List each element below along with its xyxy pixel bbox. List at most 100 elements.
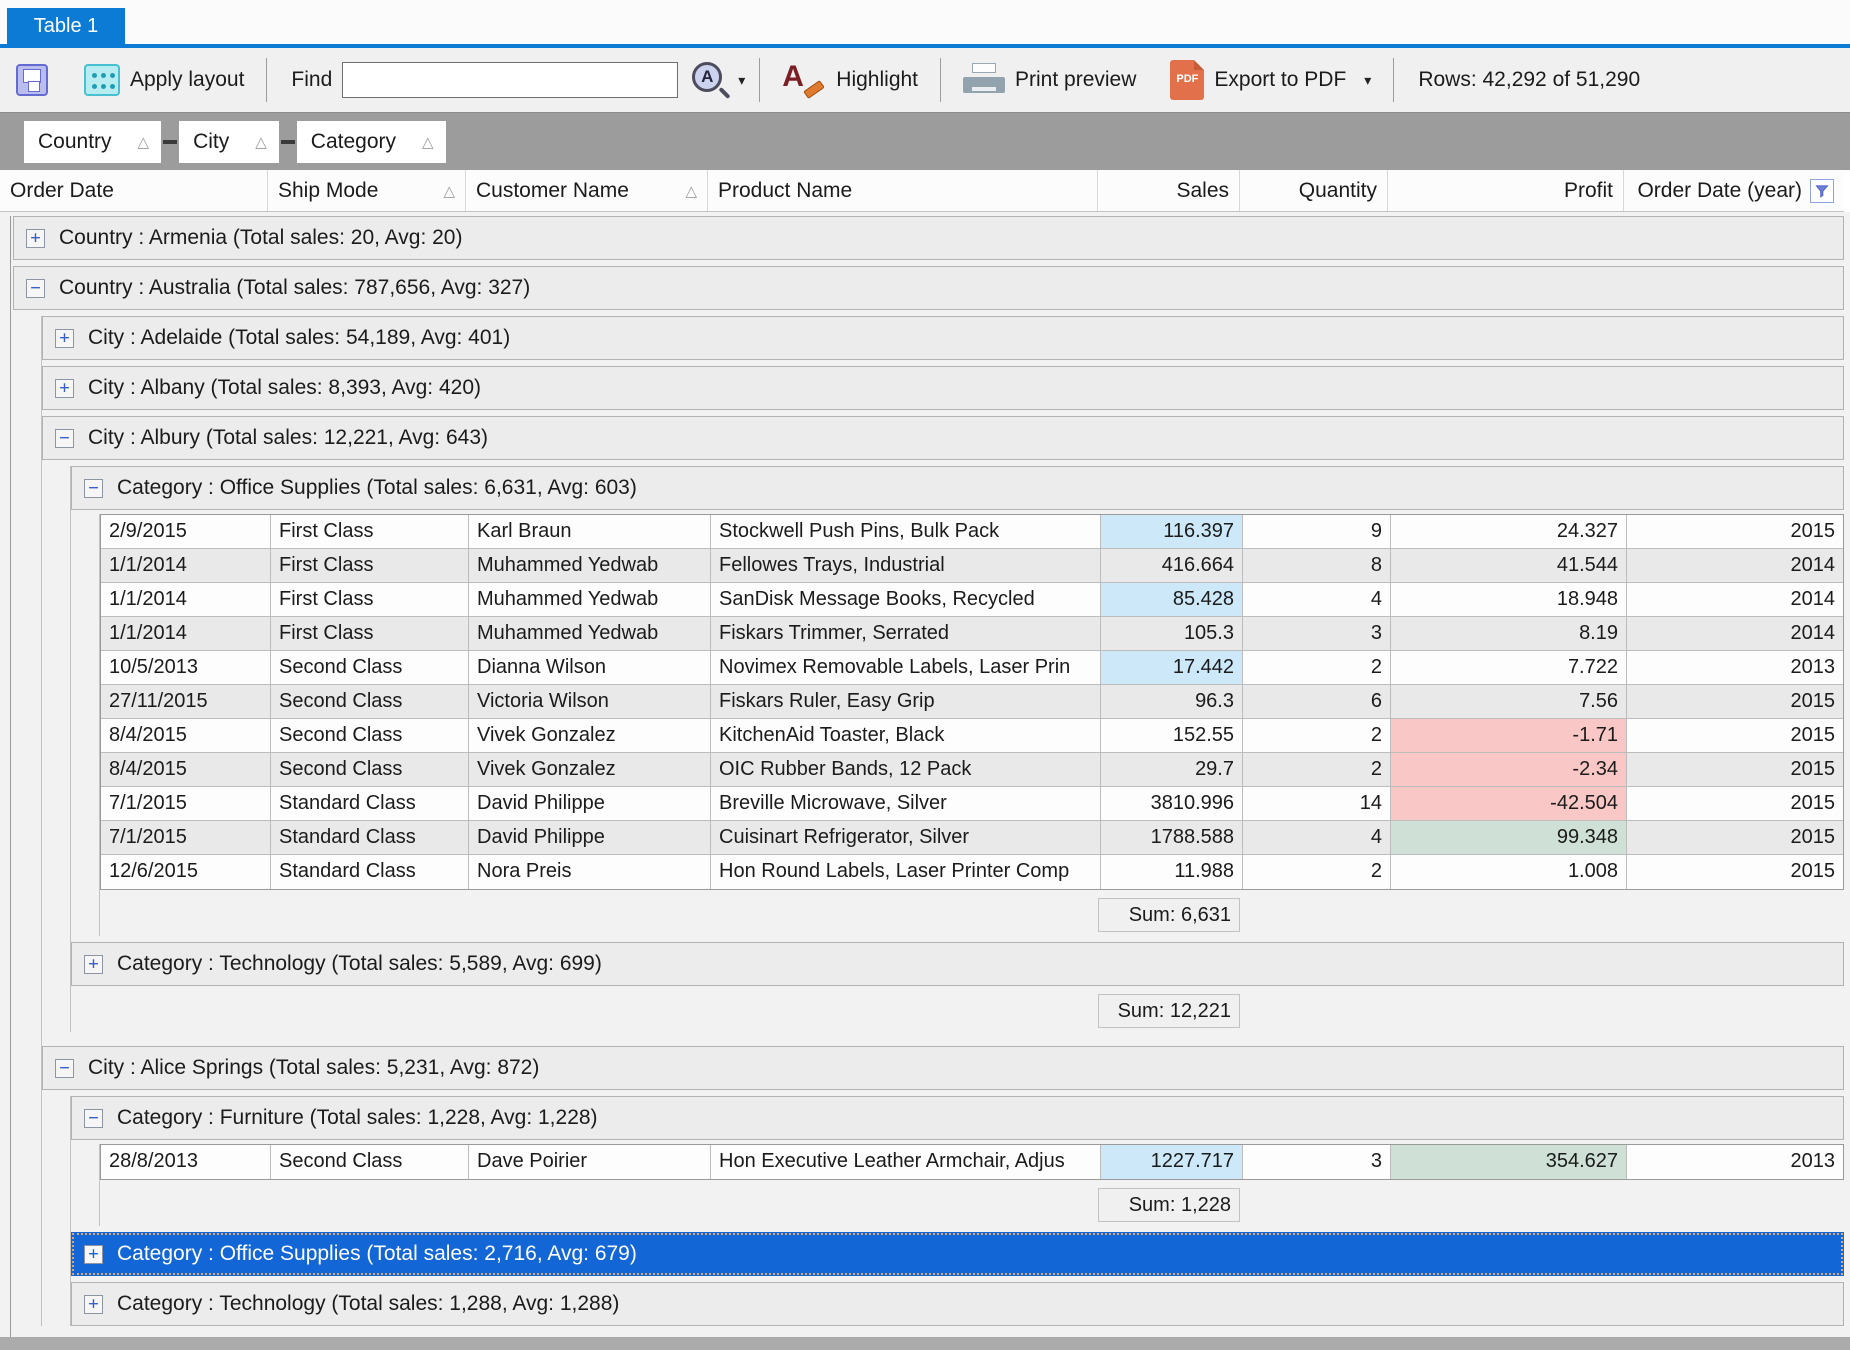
column-header-qty[interactable]: Quantity <box>1240 170 1388 211</box>
group-children: City : Adelaide (Total sales: 54,189, Av… <box>41 316 1844 1326</box>
groupby-chip-category[interactable]: Category △ <box>296 120 446 163</box>
sum-badge: Sum: 1,228 <box>1098 1188 1240 1222</box>
group-row[interactable]: Country : Armenia (Total sales: 20, Avg:… <box>13 216 1844 260</box>
expand-icon[interactable] <box>26 228 45 248</box>
expand-icon[interactable] <box>55 378 74 398</box>
group-row[interactable]: Category : Technology (Total sales: 1,28… <box>71 1282 1844 1326</box>
collapse-icon[interactable] <box>84 1108 103 1128</box>
cell-prod: Stockwell Push Pins, Bulk Pack <box>711 515 1101 548</box>
save-icon[interactable] <box>16 64 48 96</box>
cell-ship: Standard Class <box>271 821 469 854</box>
toolbar: Apply layout Find A ▾ A Highlight Print … <box>0 48 1850 112</box>
cell-sales: 17.442 <box>1101 651 1243 684</box>
brush-icon <box>803 80 826 99</box>
table-row[interactable]: 27/11/2015 Second Class Victoria Wilson Fis… <box>101 685 1843 719</box>
groupby-chip-label: City <box>193 129 230 153</box>
group-row[interactable]: City : Adelaide (Total sales: 54,189, Av… <box>42 316 1844 360</box>
group-children: Category : Furniture (Total sales: 1,228… <box>70 1096 1844 1326</box>
groupby-chip-country[interactable]: Country △ <box>24 120 162 163</box>
cell-prod: KitchenAid Toaster, Black <box>711 719 1101 752</box>
cell-ship: First Class <box>271 515 469 548</box>
cell-profit: 8.19 <box>1391 617 1627 650</box>
collapse-icon[interactable] <box>26 278 45 298</box>
column-header-ship[interactable]: Ship Mode △ <box>268 170 466 211</box>
group-row[interactable]: Category : Office Supplies (Total sales:… <box>71 1232 1844 1276</box>
table-row[interactable]: 10/5/2013 Second Class Dianna Wilson Novime… <box>101 651 1843 685</box>
cell-sales: 3810.996 <box>1101 787 1243 820</box>
data-grid: Country : Armenia (Total sales: 20, Avg:… <box>0 212 1850 1337</box>
horizontal-scrollbar[interactable] <box>0 1337 1850 1350</box>
search-options-icon[interactable]: A <box>690 60 731 100</box>
groupby-chip-label: Category <box>310 129 397 153</box>
column-header-prod[interactable]: Product Name <box>708 170 1098 211</box>
group-row[interactable]: City : Albury (Total sales: 12,221, Avg:… <box>42 416 1844 460</box>
groupby-chip-city[interactable]: City △ <box>179 120 279 163</box>
cell-qty: 3 <box>1243 617 1391 650</box>
collapse-icon[interactable] <box>84 478 103 498</box>
cell-sales: 416.664 <box>1101 549 1243 582</box>
table-row[interactable]: 7/1/2015 Standard Class David Philippe Brev… <box>101 787 1843 821</box>
collapse-icon[interactable] <box>55 1058 74 1078</box>
export-pdf-button[interactable]: PDF Export to PDF ▾ <box>1170 60 1371 100</box>
column-header-cust[interactable]: Customer Name △ <box>466 170 708 211</box>
expand-icon[interactable] <box>55 328 74 348</box>
cell-profit: 7.722 <box>1391 651 1627 684</box>
cell-profit: 7.56 <box>1391 685 1627 718</box>
table-row[interactable]: 7/1/2015 Standard Class David Philippe Cuis… <box>101 821 1843 855</box>
cell-year: 2014 <box>1790 554 1836 576</box>
table-row[interactable]: 1/1/2014 First Class Muhammed Yedwab Fellow… <box>101 549 1843 583</box>
highlight-button[interactable]: A Highlight <box>782 60 918 99</box>
sum-row: Sum: 6,631 <box>100 896 1844 936</box>
print-preview-button[interactable]: Print preview <box>963 63 1136 97</box>
group-row[interactable]: City : Alice Springs (Total sales: 5,231… <box>42 1046 1844 1090</box>
table-row[interactable]: 28/8/2013 Second Class Dave Poirier Hon Exe… <box>101 1145 1843 1179</box>
cell-qty: 2 <box>1243 753 1391 786</box>
rows-status: Rows: 42,292 of 51,290 <box>1418 68 1641 91</box>
table-row[interactable]: 12/6/2015 Standard Class Nora Preis Hon Rou… <box>101 855 1843 889</box>
pdf-icon: PDF <box>1170 60 1205 100</box>
cell-prod: Fiskars Trimmer, Serrated <box>711 617 1101 650</box>
column-header-profit[interactable]: Profit <box>1388 170 1624 211</box>
expand-icon[interactable] <box>84 954 103 974</box>
cell-odate: 27/11/2015 <box>101 685 271 718</box>
cell-odate: 8/4/2015 <box>101 719 271 752</box>
cell-odate: 28/8/2013 <box>101 1145 271 1179</box>
column-header-odate[interactable]: Order Date <box>0 170 268 211</box>
column-header-sales[interactable]: Sales <box>1098 170 1240 211</box>
cell-sales: 29.7 <box>1101 753 1243 786</box>
group-row[interactable]: Category : Furniture (Total sales: 1,228… <box>71 1096 1844 1140</box>
expand-icon[interactable] <box>84 1244 103 1264</box>
cell-odate: 12/6/2015 <box>101 855 271 889</box>
group-children: 2/9/2015 First Class Karl Braun Stockwell P… <box>99 514 1844 936</box>
cell-qty: 8 <box>1243 549 1391 582</box>
collapse-icon[interactable] <box>55 428 74 448</box>
table-row[interactable]: 8/4/2015 Second Class Vivek Gonzalez OIC Ru… <box>101 753 1843 787</box>
table-row[interactable]: 1/1/2014 First Class Muhammed Yedwab SanDis… <box>101 583 1843 617</box>
group-row[interactable]: City : Albany (Total sales: 8,393, Avg: … <box>42 366 1844 410</box>
tab-title: Table 1 <box>33 14 99 37</box>
search-lens-icon: A <box>692 62 723 92</box>
cell-odate: 7/1/2015 <box>101 821 271 854</box>
table-row[interactable]: 8/4/2015 Second Class Vivek Gonzalez Kitche… <box>101 719 1843 753</box>
table-row[interactable]: 1/1/2014 First Class Muhammed Yedwab Fiskar… <box>101 617 1843 651</box>
group-row[interactable]: Category : Office Supplies (Total sales:… <box>71 466 1844 510</box>
cell-prod: Breville Microwave, Silver <box>711 787 1101 820</box>
tab-table-1[interactable]: Table 1 <box>7 8 125 44</box>
group-row[interactable]: Category : Technology (Total sales: 5,58… <box>71 942 1844 986</box>
cell-qty: 4 <box>1243 583 1391 616</box>
find-input[interactable] <box>342 62 679 98</box>
sum-row: Sum: 1,228 <box>100 1186 1844 1226</box>
expand-icon[interactable] <box>84 1294 103 1314</box>
apply-layout-button[interactable]: Apply layout <box>84 64 244 96</box>
cell-ship: First Class <box>271 583 469 616</box>
cell-sales: 152.55 <box>1101 719 1243 752</box>
search-dropdown-arrow-icon[interactable]: ▾ <box>738 71 746 88</box>
table-row[interactable]: 2/9/2015 First Class Karl Braun Stockwell P… <box>101 515 1843 549</box>
filter-icon[interactable] <box>1810 178 1834 203</box>
cell-cust: David Philippe <box>469 821 711 854</box>
column-header-year[interactable]: Order Date (year) <box>1624 170 1844 211</box>
column-header-row: Order Date Ship Mode △ Customer Name △ Produc… <box>0 170 1844 212</box>
cell-qty: 3 <box>1243 1145 1391 1179</box>
cell-sales: 85.428 <box>1101 583 1243 616</box>
group-row[interactable]: Country : Australia (Total sales: 787,65… <box>13 266 1844 310</box>
